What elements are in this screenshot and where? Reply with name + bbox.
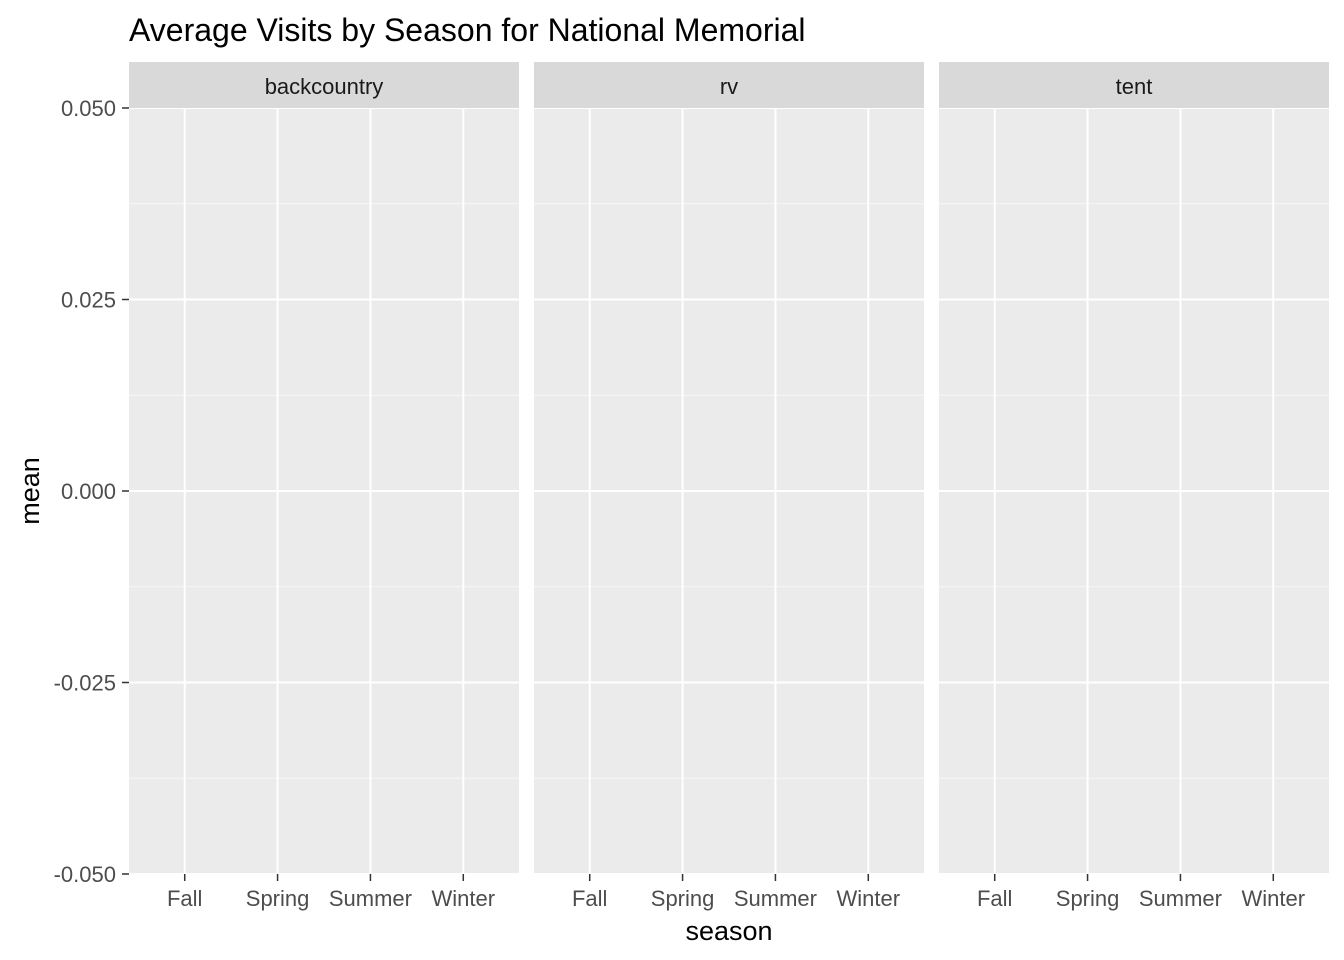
facet-panel-tent: tent Fall Spring Summer Winter <box>939 62 1329 911</box>
x-tick-label: Fall <box>977 886 1012 911</box>
x-tick-label: Summer <box>329 886 412 911</box>
x-tick-label: Spring <box>246 886 310 911</box>
chart-title: Average Visits by Season for National Me… <box>129 12 805 48</box>
y-axis: 0.050 0.025 0.000 -0.025 -0.050 <box>54 96 129 887</box>
strip-background <box>129 62 519 108</box>
x-tick-label: Fall <box>572 886 607 911</box>
facet-panel-rv: rv Fall Spring Summer Winter <box>534 62 924 911</box>
facet-label-rv: rv <box>720 74 738 99</box>
strip-background <box>534 62 924 108</box>
facet-panels: backcountry Fall Spring Summer Winter rv Fall S… <box>129 62 1329 911</box>
x-tick-label: Winter <box>1242 886 1306 911</box>
x-tick-label: Spring <box>1056 886 1120 911</box>
y-tick-label: -0.050 <box>54 862 116 887</box>
facet-label-tent: tent <box>1116 74 1153 99</box>
y-axis-title: mean <box>15 457 45 525</box>
x-tick-label: Winter <box>432 886 496 911</box>
y-tick-label: 0.025 <box>61 288 116 313</box>
y-tick-label: 0.050 <box>61 96 116 121</box>
x-axis-title: season <box>685 916 772 946</box>
x-tick-label: Summer <box>1139 886 1222 911</box>
x-tick-label: Spring <box>651 886 715 911</box>
x-tick-label: Winter <box>837 886 901 911</box>
facet-panel-backcountry: backcountry Fall Spring Summer Winter <box>129 62 519 911</box>
strip-background <box>939 62 1329 108</box>
y-tick-label: 0.000 <box>61 479 116 504</box>
y-tick-label: -0.025 <box>54 671 116 696</box>
facet-label-backcountry: backcountry <box>265 74 384 99</box>
x-tick-label: Summer <box>734 886 817 911</box>
x-tick-label: Fall <box>167 886 202 911</box>
